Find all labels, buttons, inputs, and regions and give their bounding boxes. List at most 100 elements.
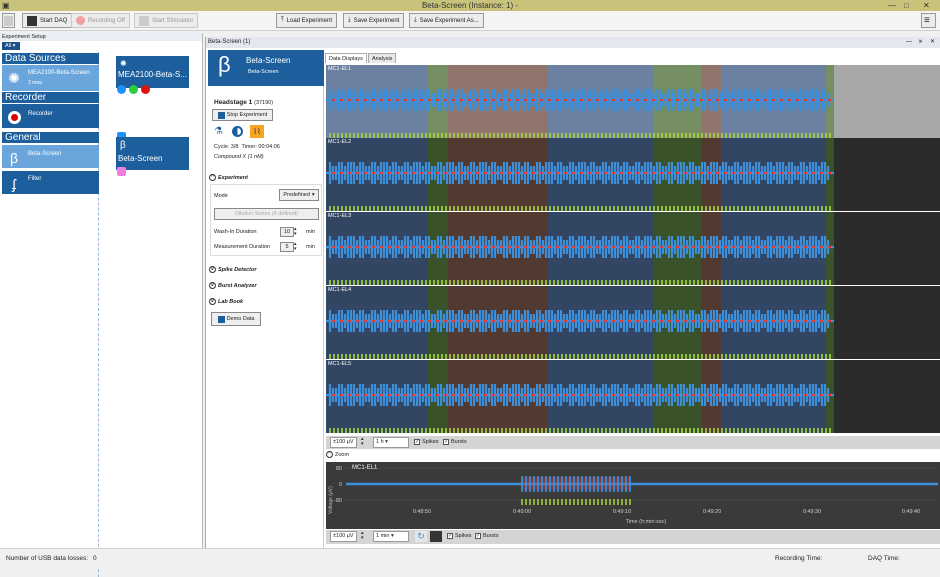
spike-detector-section[interactable]: v Spike Detector (209, 266, 257, 273)
node-mea2100[interactable]: ✺ MEA2100-Beta-S... (116, 56, 189, 88)
zoom-window-dropdown[interactable]: 1 min ▾ (373, 531, 409, 542)
category-recorder[interactable]: Recorder (2, 92, 99, 103)
toolbar: Start DAQ Recording Off Start Stimulator… (0, 11, 940, 31)
output-port-blue[interactable] (117, 85, 126, 94)
zoom-spikes-checkbox[interactable]: ✓ Spikes (447, 533, 472, 539)
zoom-bursts-checkbox[interactable]: ✓ Bursts (475, 533, 499, 539)
menu-button[interactable]: ≡ (921, 13, 936, 28)
zoom-range-input[interactable]: ±100 µV (330, 531, 357, 542)
wash-in-stepper-icon[interactable]: ▴ ▾ (294, 226, 297, 237)
panel-menu-icon[interactable]: — (906, 39, 912, 45)
layout-icon (4, 15, 13, 26)
load-experiment-label: Load Experiment (286, 17, 333, 24)
lab-book-section[interactable]: v Lab Book (209, 298, 243, 305)
burst-analyzer-section[interactable]: v Burst Analyzer (209, 282, 257, 289)
component-recorder[interactable]: Recorder (2, 104, 99, 128)
zoom-burst-markers (521, 499, 631, 505)
start-stimulator-button[interactable]: Start Stimulator (134, 13, 199, 28)
dilution-series-button[interactable]: Dilution Series (8 defined) (214, 208, 319, 220)
condition-band (826, 360, 834, 433)
wash-in-input[interactable]: 10 (280, 227, 294, 237)
signal-path (326, 162, 834, 184)
zoom-range-stepper-icon[interactable]: ▴ ▾ (361, 530, 364, 541)
mode-dropdown[interactable]: Predefined ▾ (279, 189, 319, 201)
x-tick-label: 0:49:10 (613, 509, 631, 515)
channel-label: MC1-EL4 (328, 287, 352, 293)
node-beta-screen[interactable]: β Beta-Screen (116, 137, 189, 170)
layout-button[interactable] (2, 13, 15, 28)
component-beta-screen[interactable]: β Beta-Screen (2, 145, 99, 168)
collapse-icon: ^ (209, 174, 216, 181)
category-filter[interactable]: All ▾ (2, 42, 20, 50)
usb-loss-label: Number of USB data losses: (6, 555, 89, 562)
sun-icon: ✺ (120, 59, 127, 68)
channel-chart: MC1-EL1 (326, 65, 940, 138)
output-port-green[interactable] (129, 85, 138, 94)
pie-chart-icon[interactable] (232, 126, 243, 137)
burst-marks (329, 280, 831, 285)
burst-marks (329, 206, 831, 211)
maximize-button[interactable]: □ (904, 1, 909, 10)
expand-icon: v (209, 266, 216, 273)
save-experiment-button[interactable]: ⤓ Save Experiment (343, 13, 405, 28)
measurement-stepper-icon[interactable]: ▴ ▾ (294, 241, 297, 252)
tab-analysis[interactable]: Analysis (367, 53, 397, 63)
condition-band (826, 212, 834, 285)
range-stepper-icon[interactable]: ▴ ▾ (361, 436, 364, 447)
mea-subtitle: 2 mea (28, 80, 42, 86)
save-experiment-as-label: Save Experiment As... (419, 17, 479, 24)
flask-icon[interactable]: ⚗ (214, 126, 223, 137)
start-stimulator-label: Start Stimulator (152, 17, 194, 24)
spikes-checkbox[interactable]: ✓ Spikes (414, 439, 439, 445)
experiment-setup-panel: Experiment Setup All ▾ Data Sources ✺ ME… (0, 33, 203, 577)
cycle-text: Cycle: 3/8 (214, 144, 239, 150)
check-icon: ✓ (443, 439, 449, 445)
burst-analyzer-label: Burst Analyzer (218, 282, 257, 289)
measurement-input[interactable]: 5 (280, 242, 294, 252)
filter-label: Filter (28, 176, 42, 182)
start-daq-button[interactable]: Start DAQ (22, 13, 73, 28)
overview-window-dropdown[interactable]: 1 h ▾ (373, 437, 409, 448)
tab-data-displays[interactable]: Data Displays (325, 53, 367, 63)
stop-experiment-button[interactable]: Stop Experiment (212, 109, 273, 121)
experiment-section-header[interactable]: ^ Experiment (209, 174, 248, 181)
wash-in-unit: min (306, 229, 315, 235)
experiment-settings (210, 184, 322, 256)
channel-label: MC1-EL5 (328, 361, 352, 367)
output-port-pink[interactable] (117, 167, 126, 176)
category-data-sources[interactable]: Data Sources (2, 53, 99, 64)
cycle-timer: Cycle: 3/8 Timer: 00:04:06 (214, 144, 280, 150)
zoom-section-header[interactable]: ^ Zoom (326, 451, 349, 458)
x-tick-label: 0:49:00 (513, 509, 531, 515)
overview-range-input[interactable]: ±100 µV (330, 437, 357, 448)
output-port-red[interactable] (141, 85, 150, 94)
signal-icon[interactable]: ⌇⌇ (250, 125, 264, 138)
save-experiment-as-button[interactable]: ⤓ Save Experiment As... (409, 13, 484, 28)
category-general[interactable]: General (2, 132, 99, 143)
headstage-label: Headstage 1 (37190) (214, 99, 273, 106)
recording-time-label: Recording Time: (775, 555, 823, 562)
demo-data-button[interactable]: Demo Data (211, 312, 261, 326)
bursts-label: Bursts (451, 439, 467, 445)
bursts-checkbox[interactable]: ✓ Bursts (443, 439, 467, 445)
component-filter[interactable]: ʄ Filter (2, 171, 99, 194)
compound-text: Compound X (1 nM) (214, 154, 264, 160)
expand-icon: v (209, 298, 216, 305)
recording-off-button[interactable]: Recording Off (71, 13, 130, 28)
pin-icon[interactable]: ⨯ (918, 39, 924, 45)
panel-close-icon[interactable]: ✕ (930, 39, 936, 45)
signal-path (326, 89, 834, 111)
input-port-blue[interactable] (117, 132, 126, 141)
load-experiment-button[interactable]: ⤒ Load Experiment (276, 13, 338, 28)
sun-icon: ✺ (8, 70, 20, 86)
stop-icon (217, 111, 225, 119)
split-view-icon[interactable] (430, 531, 442, 542)
close-button[interactable]: ✕ (923, 1, 930, 10)
beta-icon: β (9, 150, 19, 166)
node-beta-label: Beta-Screen (118, 154, 163, 163)
component-mea2100[interactable]: ✺ MEA2100-Beta-Screen 2 mea (2, 65, 99, 91)
y-tick-label: -80 (334, 498, 342, 504)
minimize-button[interactable]: — (888, 1, 896, 10)
refresh-icon[interactable]: ↻ (415, 531, 427, 542)
